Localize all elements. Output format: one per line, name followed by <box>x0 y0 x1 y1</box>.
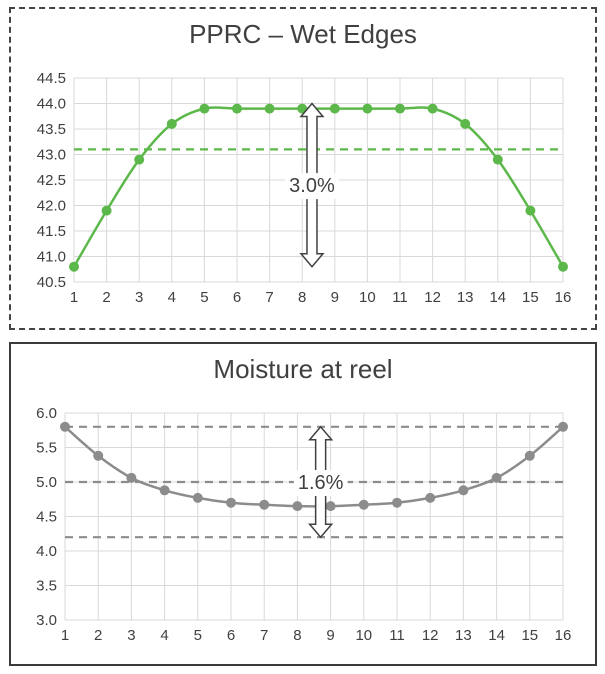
data-point <box>259 499 270 510</box>
series-line <box>72 106 565 268</box>
data-point <box>329 103 340 114</box>
x-tick-label: 8 <box>298 289 306 306</box>
x-tick-label: 6 <box>233 289 241 306</box>
x-tick-label: 12 <box>424 289 441 306</box>
data-point <box>101 205 112 216</box>
data-point <box>199 103 210 114</box>
data-point <box>558 261 568 272</box>
x-tick-label: 5 <box>200 289 208 306</box>
y-tick-label: 44.5 <box>37 70 66 87</box>
annotation-label-bg <box>285 173 339 200</box>
x-tick-label: 12 <box>422 627 439 644</box>
data-point <box>134 154 145 165</box>
y-tick-label: 44.0 <box>37 96 66 113</box>
y-tick-label: 3.5 <box>36 578 57 595</box>
data-point <box>362 103 373 114</box>
y-tick-label: 4.0 <box>36 543 57 560</box>
data-point <box>159 485 170 496</box>
x-tick-label: 1 <box>61 627 69 644</box>
x-tick-label: 10 <box>359 289 376 306</box>
x-tick-label: 14 <box>488 627 505 644</box>
x-tick-label: 7 <box>265 289 273 306</box>
y-tick-label: 3.0 <box>36 612 57 629</box>
y-tick-label: 40.5 <box>37 274 66 291</box>
data-point <box>558 421 568 432</box>
y-tick-label: 43.5 <box>37 121 66 138</box>
x-tick-label: 11 <box>389 627 405 644</box>
x-tick-label: 7 <box>260 627 268 644</box>
data-point <box>492 154 503 165</box>
y-tick-label: 6.0 <box>36 405 57 422</box>
data-point <box>458 485 469 496</box>
data-point <box>425 492 436 503</box>
x-tick-label: 6 <box>227 627 235 644</box>
y-tick-label: 5.0 <box>36 474 57 491</box>
data-point <box>525 205 536 216</box>
x-tick-label: 9 <box>331 289 339 306</box>
chart-title-moisture: Moisture at reel <box>213 354 393 384</box>
chart-title-ppr: PPRC – Wet Edges <box>189 19 417 49</box>
chart-ppr-wet-edges: 40.541.041.542.042.543.043.544.044.51 2 3 4… <box>37 70 572 306</box>
data-point <box>232 103 242 114</box>
y-tick-label: 42.5 <box>37 172 66 189</box>
data-point <box>427 103 438 114</box>
y-tick-label: 41.5 <box>37 223 66 240</box>
x-tick-label: 2 <box>102 289 110 306</box>
data-point <box>392 497 402 508</box>
annotation-label: 1.6% <box>298 472 344 494</box>
data-point <box>126 472 137 483</box>
x-tick-label: 16 <box>555 289 572 306</box>
data-point <box>166 118 177 129</box>
y-tick-label: 41.0 <box>37 249 66 266</box>
chart-panel-ppr: PPRC – Wet Edges 40.5 41.0 41.5 42.0 42.5 43.… <box>9 7 597 330</box>
annotation-label-bg <box>293 470 348 496</box>
data-point <box>93 450 104 461</box>
data-point <box>358 499 369 510</box>
x-tick-label: 11 <box>392 289 408 306</box>
y-tick-label: 4.5 <box>36 509 57 526</box>
x-tick-label: 5 <box>194 627 202 644</box>
x-tick-label: 13 <box>455 627 472 644</box>
data-point <box>264 103 275 114</box>
data-point <box>395 103 405 114</box>
data-point <box>491 472 502 483</box>
x-tick-label: 3 <box>135 289 143 306</box>
data-point <box>325 501 336 512</box>
x-tick-label: 13 <box>457 289 474 306</box>
x-tick-label: 15 <box>521 627 538 644</box>
series-line <box>64 425 564 508</box>
y-tick-label: 43.0 <box>37 147 66 164</box>
data-point <box>292 501 303 512</box>
x-tick-label: 3 <box>127 627 135 644</box>
x-tick-label: 2 <box>94 627 102 644</box>
x-tick-label: 8 <box>293 627 301 644</box>
x-tick-label: 4 <box>160 627 168 644</box>
chart-panel-moisture: Moisture at reel 3.0 3.5 4.0 4.5 5.0 5.5 6.0 1 2… <box>9 342 597 666</box>
x-tick-label: 1 <box>70 289 78 306</box>
x-tick-label: 9 <box>326 627 334 644</box>
x-tick-label: 4 <box>168 289 176 306</box>
data-point <box>226 497 236 508</box>
y-tick-label: 5.5 <box>36 440 57 457</box>
data-point <box>524 450 535 461</box>
x-tick-label: 15 <box>522 289 539 306</box>
data-point <box>192 492 203 503</box>
data-point <box>460 118 471 129</box>
y-tick-label: 42.0 <box>37 198 66 215</box>
chart-moisture-at-reel: 3.03.54.04.55.05.56.01 2 3 4 5 6 7 8 9 10 11 12 13 14… <box>36 405 572 644</box>
x-tick-label: 14 <box>489 289 506 306</box>
x-tick-label: 16 <box>555 627 572 644</box>
x-tick-label: 10 <box>355 627 372 644</box>
data-point <box>60 421 70 432</box>
data-point <box>69 261 79 272</box>
annotation-label: 3.0% <box>289 175 335 197</box>
